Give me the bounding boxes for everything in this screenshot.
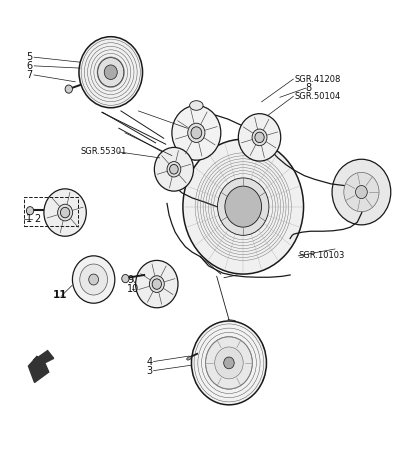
Circle shape <box>224 357 234 369</box>
Ellipse shape <box>187 356 191 360</box>
Text: SGR.50104: SGR.50104 <box>294 92 340 101</box>
Circle shape <box>344 172 379 212</box>
Text: 9: 9 <box>127 275 133 285</box>
Circle shape <box>332 159 391 225</box>
Circle shape <box>149 276 164 292</box>
Circle shape <box>65 85 72 93</box>
Ellipse shape <box>134 57 141 87</box>
Text: 7: 7 <box>26 70 32 80</box>
Circle shape <box>215 347 243 379</box>
Text: SGR.41208: SGR.41208 <box>294 74 341 84</box>
Text: SGR.55301: SGR.55301 <box>80 148 126 156</box>
Text: 2: 2 <box>34 214 40 224</box>
Polygon shape <box>28 351 54 383</box>
Ellipse shape <box>190 101 203 110</box>
Circle shape <box>122 275 129 283</box>
Text: 3: 3 <box>146 366 153 376</box>
Circle shape <box>44 189 86 236</box>
Circle shape <box>167 162 181 177</box>
Circle shape <box>225 186 262 227</box>
Circle shape <box>104 65 117 80</box>
Text: 10: 10 <box>127 284 139 294</box>
Circle shape <box>80 264 108 295</box>
Circle shape <box>98 58 124 87</box>
Text: 4: 4 <box>146 356 153 367</box>
Circle shape <box>255 132 264 143</box>
Circle shape <box>191 127 202 139</box>
Text: 11: 11 <box>53 291 67 300</box>
Text: 5: 5 <box>26 52 32 62</box>
Circle shape <box>252 129 267 146</box>
Circle shape <box>191 321 266 405</box>
Text: 6: 6 <box>26 61 32 71</box>
Text: 8: 8 <box>306 83 312 93</box>
Circle shape <box>89 274 99 285</box>
Circle shape <box>136 260 178 308</box>
Text: 1: 1 <box>26 214 32 224</box>
Circle shape <box>188 123 205 143</box>
Circle shape <box>58 204 72 221</box>
Circle shape <box>206 337 252 389</box>
Circle shape <box>172 106 221 160</box>
Circle shape <box>154 148 193 191</box>
Circle shape <box>355 186 367 199</box>
Circle shape <box>26 207 34 215</box>
Text: SGR.10103: SGR.10103 <box>298 251 345 260</box>
Circle shape <box>72 256 115 303</box>
Ellipse shape <box>258 344 265 382</box>
Circle shape <box>218 178 269 235</box>
Circle shape <box>170 165 178 174</box>
Circle shape <box>238 114 281 161</box>
Circle shape <box>152 279 162 289</box>
Circle shape <box>61 207 70 218</box>
Circle shape <box>79 37 143 108</box>
Circle shape <box>183 139 303 274</box>
